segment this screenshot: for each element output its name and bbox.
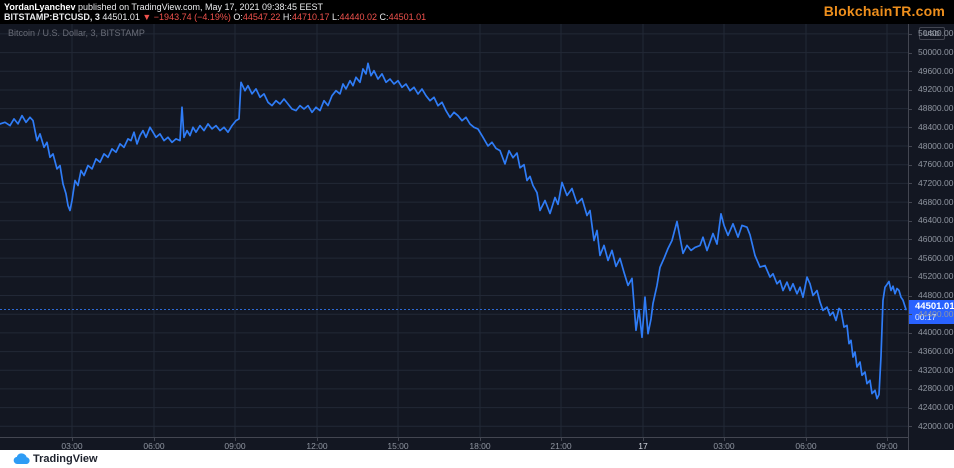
price-tick-label: 42400.00 <box>918 402 954 413</box>
byline-rest: published on TradingView.com, May 17, 20… <box>75 2 324 12</box>
price-axis[interactable]: USD 44501.01 00:17 50400.00 50000.00 49600… <box>908 24 954 450</box>
price-tick-mark <box>909 426 912 428</box>
price-line-series <box>0 62 907 400</box>
price-tick-label: 47200.00 <box>918 177 954 188</box>
time-tick-mark <box>154 438 155 441</box>
price-tick-mark <box>909 146 912 148</box>
price-tick-mark <box>909 351 912 353</box>
price-tick-label: 44000.00 <box>918 327 954 338</box>
chart-plot-area[interactable]: Bitcoin / U.S. Dollar, 3, BITSTAMP <box>0 24 908 437</box>
symbol-line-part: 44547.22 <box>242 12 281 22</box>
price-tick-mark <box>909 220 912 222</box>
time-tick-label: 15:00 <box>387 441 409 451</box>
price-tick-label: 43200.00 <box>918 364 954 375</box>
author-name: YordanLyanchev <box>4 2 76 12</box>
price-tick-mark <box>909 258 912 260</box>
price-tick-label: 49200.00 <box>918 84 954 95</box>
price-tick-mark <box>909 127 912 129</box>
symbol-line-part: 44501.01 <box>99 12 143 22</box>
price-tick-label: 42000.00 <box>918 420 954 431</box>
symbol-line-part: L: <box>329 12 340 22</box>
price-tick-mark <box>909 33 912 35</box>
header-bar: YordanLyanchev published on TradingView.… <box>0 0 954 24</box>
time-tick-mark <box>235 438 236 441</box>
time-tick-label: 12:00 <box>306 441 328 451</box>
time-tick-label: 06:00 <box>795 441 817 451</box>
price-tick-label: 45600.00 <box>918 252 954 263</box>
chart-region: Bitcoin / U.S. Dollar, 3, BITSTAMP USD 4… <box>0 24 954 451</box>
last-price-value: 44501.01 <box>915 301 954 313</box>
time-axis[interactable]: 03:00 06:00 09:00 12:00 15:00 18:00 21:00 17 03:… <box>0 437 908 451</box>
price-tick-label: 45200.00 <box>918 271 954 282</box>
symbol-line-part: H: <box>280 12 292 22</box>
time-tick-mark <box>317 438 318 441</box>
price-tick-label: 42800.00 <box>918 383 954 394</box>
price-tick-label: 47600.00 <box>918 159 954 170</box>
time-tick-mark <box>643 438 644 441</box>
time-tick-label: 06:00 <box>143 441 165 451</box>
time-tick-label: 17 <box>638 441 648 451</box>
time-tick-label: 21:00 <box>550 441 572 451</box>
time-tick-mark <box>561 438 562 441</box>
price-tick-label: 48800.00 <box>918 103 954 114</box>
time-tick-label: 18:00 <box>469 441 491 451</box>
price-tick-mark <box>909 89 912 91</box>
price-tick-label: 50000.00 <box>918 47 954 58</box>
price-tick-label: 46000.00 <box>918 233 954 244</box>
time-tick-mark <box>806 438 807 441</box>
price-tick-mark <box>909 370 912 372</box>
price-tick-mark <box>909 407 912 409</box>
time-tick-mark <box>398 438 399 441</box>
time-tick-mark <box>887 438 888 441</box>
price-tick-label: 44400.00 <box>918 308 954 319</box>
time-tick-label: 09:00 <box>876 441 898 451</box>
chart-legend[interactable]: Bitcoin / U.S. Dollar, 3, BITSTAMP <box>8 28 145 38</box>
price-tick-mark <box>909 164 912 166</box>
symbol-line-part: O: <box>233 12 243 22</box>
price-tick-mark <box>909 314 912 316</box>
time-tick-mark <box>72 438 73 441</box>
price-tick-label: 43600.00 <box>918 346 954 357</box>
time-tick-label: 03:00 <box>61 441 83 451</box>
bar-countdown: 00:17 <box>915 312 937 323</box>
price-tick-label: 48000.00 <box>918 140 954 151</box>
brand-watermark: BlokchainTR.com <box>823 3 945 19</box>
symbol-ohlc-line: BITSTAMP:BTCUSD, 3 44501.01 ▼ −1943.74 (… <box>4 12 426 22</box>
price-tick-label: 49600.00 <box>918 65 954 76</box>
price-tick-mark <box>909 276 912 278</box>
tradingview-logo-text[interactable]: TradingView <box>33 453 98 465</box>
price-tick-mark <box>909 295 912 297</box>
price-tick-label: 46800.00 <box>918 196 954 207</box>
grid <box>0 24 908 437</box>
price-tick-mark <box>909 183 912 185</box>
plot-svg <box>0 24 908 437</box>
price-tick-label: 46400.00 <box>918 215 954 226</box>
byline: YordanLyanchev published on TradingView.… <box>4 2 323 12</box>
footer-bar: TradingView <box>0 450 954 468</box>
price-tick-mark <box>909 202 912 204</box>
price-tick-label: 44800.00 <box>918 290 954 300</box>
price-tick-mark <box>909 239 912 241</box>
price-tick-label: 50400.00 <box>918 28 954 39</box>
price-tick-mark <box>909 108 912 110</box>
tradingview-logo-icon[interactable] <box>13 453 30 465</box>
price-tick-label: 48400.00 <box>918 121 954 132</box>
time-tick-mark <box>724 438 725 441</box>
symbol-line-part: C: <box>377 12 389 22</box>
symbol-line-part: BITSTAMP:BTCUSD, 3 <box>4 12 100 22</box>
symbol-line-part: ▼ −1943.74 (−4.19%) <box>142 12 234 22</box>
time-tick-mark <box>480 438 481 441</box>
currency-badge: USD <box>919 27 945 40</box>
time-tick-label: 03:00 <box>713 441 735 451</box>
last-price-badge: 44501.01 00:17 <box>909 300 954 325</box>
symbol-line-part: 44440.02 <box>339 12 378 22</box>
time-tick-label: 09:00 <box>224 441 246 451</box>
price-tick-mark <box>909 388 912 390</box>
symbol-line-part: 44501.01 <box>388 12 427 22</box>
price-tick-mark <box>909 71 912 73</box>
symbol-line-part: 44710.17 <box>291 12 330 22</box>
price-tick-mark <box>909 332 912 334</box>
price-tick-mark <box>909 52 912 54</box>
